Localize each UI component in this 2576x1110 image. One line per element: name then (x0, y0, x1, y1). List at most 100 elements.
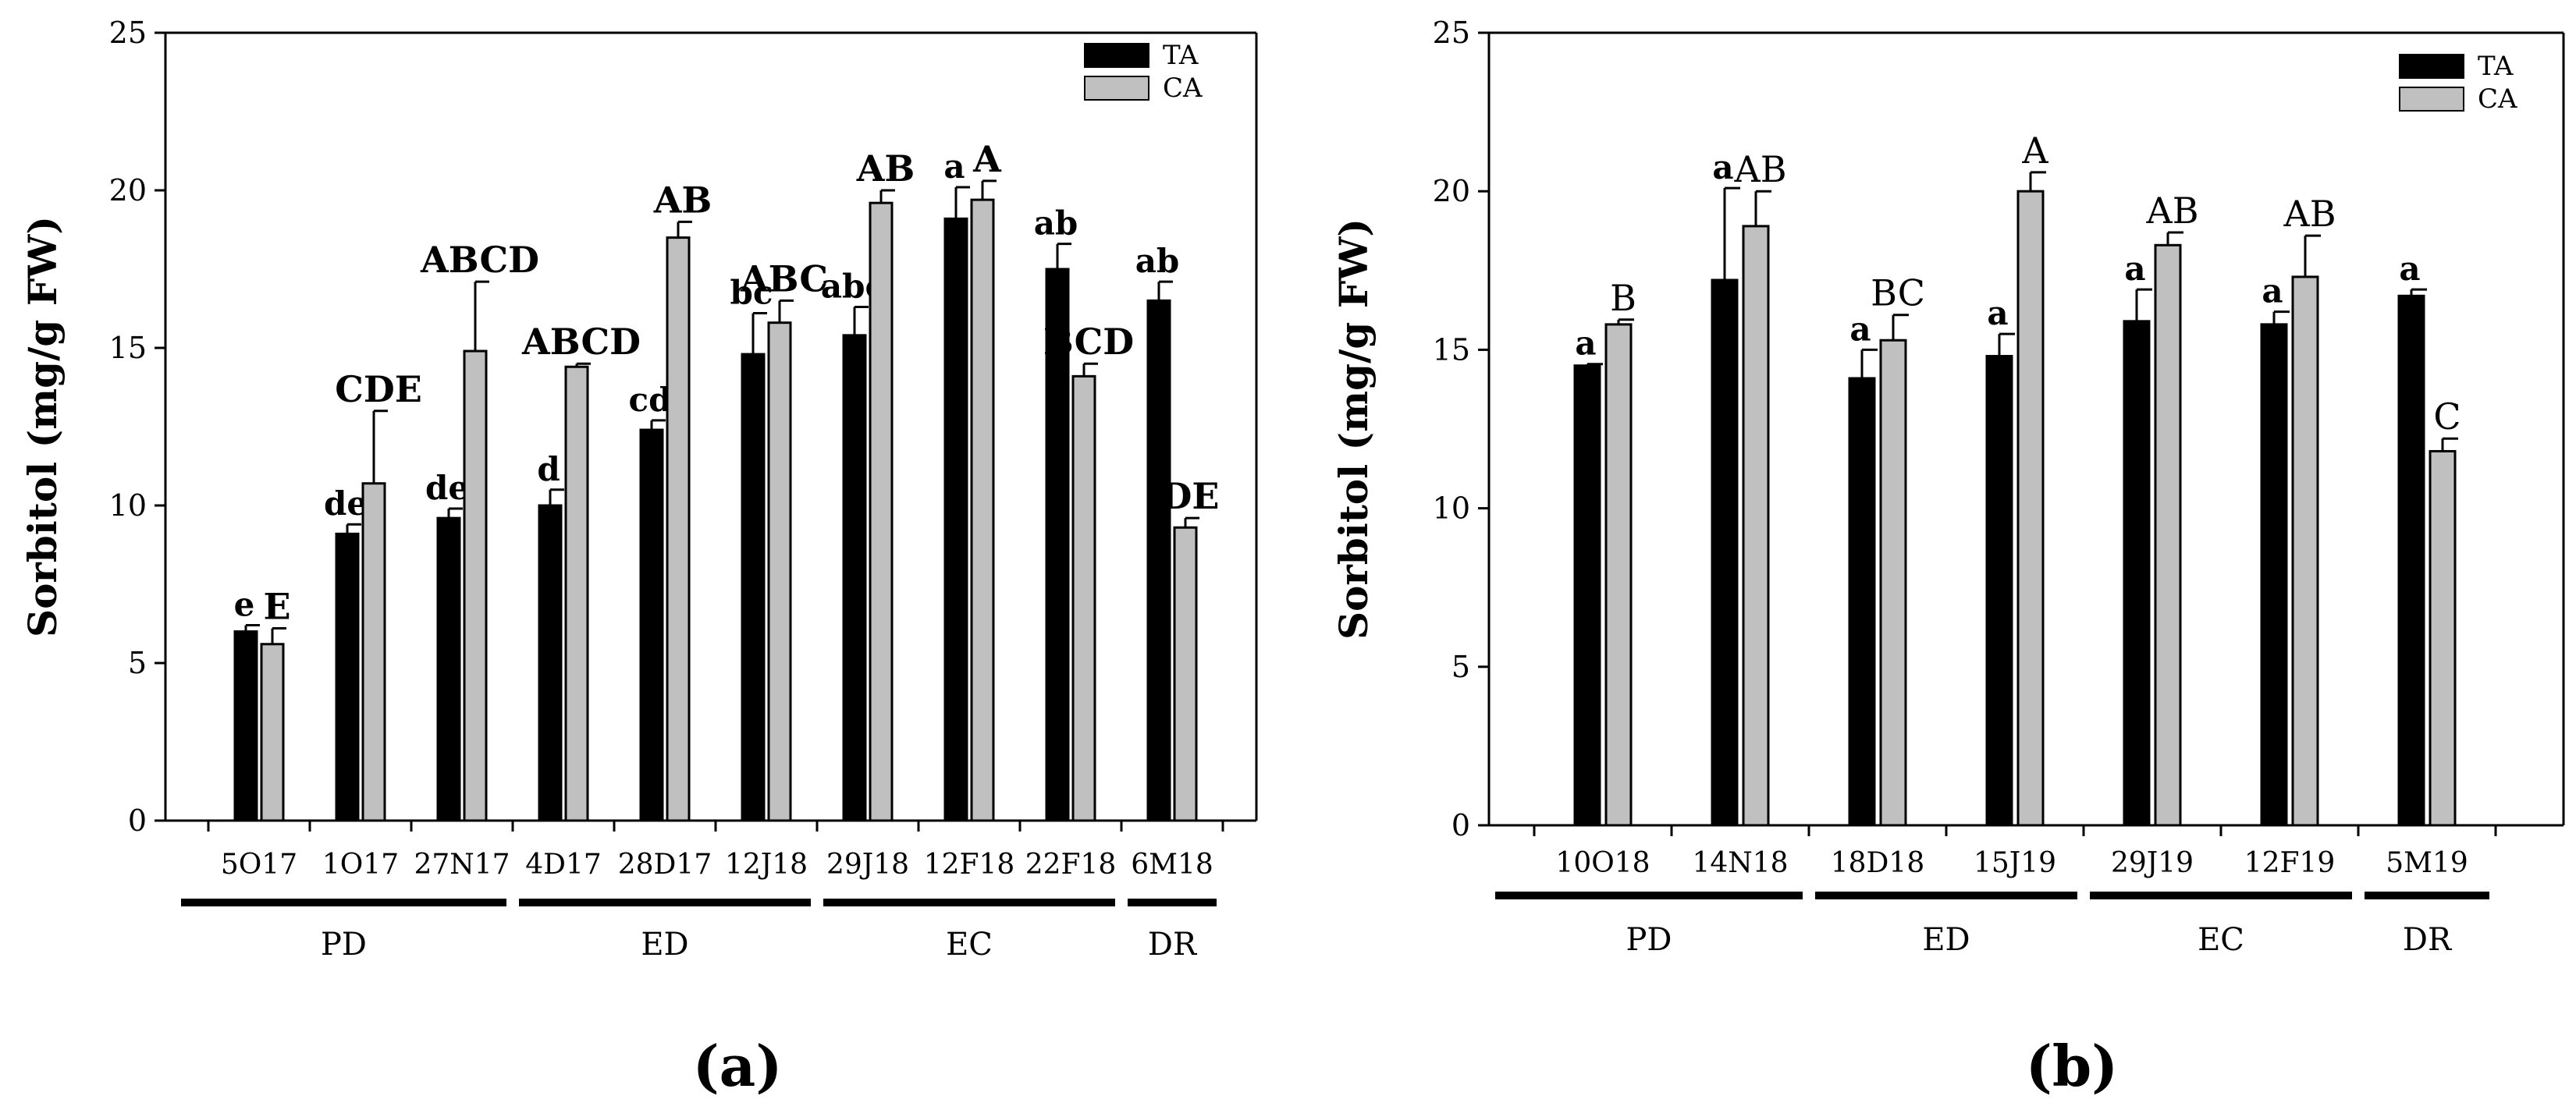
significance-letter-ca-15J19: A (2021, 129, 2048, 172)
significance-letter-ca-5O17: E (263, 586, 290, 628)
bar-ta-29J18 (842, 334, 867, 822)
group-label-DR: DR (1148, 927, 1198, 963)
significance-letter-ta-1O17: de (324, 484, 368, 523)
group-label-EC: EC (2198, 922, 2244, 958)
x-tick-label-22F18: 22F18 (1025, 849, 1117, 881)
x-tick-label-1O17: 1O17 (322, 849, 399, 881)
significance-letter-ca-22F18: BCD (1043, 321, 1134, 363)
y-tick-label: 10 (109, 488, 147, 523)
legend-swatch-ca (2399, 87, 2464, 112)
y-tick-label: 5 (128, 646, 147, 680)
x-tick-label-27N17: 27N17 (414, 849, 510, 881)
legend-label-ca: CA (1163, 73, 1203, 104)
x-tick-label-12F18: 12F18 (924, 849, 1015, 881)
bar-ca-27N17 (463, 349, 488, 822)
x-tick-label-6M18: 6M18 (1131, 849, 1213, 881)
y-axis-title: Sorbitol (mg/g FW) (1331, 218, 1377, 640)
significance-letter-ca-29J19: AB (2145, 190, 2198, 232)
group-label-ED: ED (1922, 922, 1970, 958)
significance-letter-ta-5O17: e (234, 586, 255, 624)
bar-ca-14N18 (1742, 225, 1770, 827)
significance-letter-ta-12F19: a (2262, 272, 2283, 310)
group-label-EC: EC (946, 927, 993, 963)
y-tick-label: 0 (128, 803, 147, 838)
y-tick-label: 5 (1451, 650, 1470, 684)
significance-letter-ta-29J19: a (2124, 250, 2145, 288)
bar-ta-6M18 (1146, 299, 1171, 822)
legend-label-ta: TA (2478, 51, 2514, 82)
y-tick-label: 15 (109, 331, 147, 365)
bar-ca-18D18 (1879, 339, 1907, 827)
significance-letter-ca-1O17: CDE (335, 368, 422, 410)
x-tick-label-15J19: 15J19 (1974, 847, 2056, 879)
x-tick-label-5M19: 5M19 (2386, 847, 2468, 879)
bar-ta-5O17 (233, 630, 258, 822)
significance-letter-ta-15J19: a (1987, 294, 2008, 332)
bar-ca-6M18 (1173, 526, 1198, 822)
significance-letter-ca-18D18: BC (1871, 272, 1925, 314)
significance-letter-ta-12J18: bc (730, 274, 773, 312)
y-tick-label: 20 (109, 173, 147, 207)
panel-label: (b) (2026, 1033, 2118, 1099)
bar-ta-29J19 (2123, 320, 2151, 827)
bar-ta-27N17 (436, 516, 461, 822)
significance-letter-ta-18D18: a (1849, 310, 1871, 348)
bar-ta-12F19 (2260, 323, 2288, 827)
bar-ca-29J19 (2154, 243, 2182, 827)
x-tick-label-28D17: 28D17 (618, 849, 712, 881)
y-tick-label: 20 (1433, 174, 1470, 208)
significance-letter-ca-10O18: B (1610, 277, 1636, 319)
significance-letter-ca-12F19: AB (2283, 193, 2336, 235)
bar-ca-1O17 (361, 482, 386, 822)
bar-ca-12F19 (2291, 275, 2319, 827)
significance-letter-ca-29J18: AB (856, 147, 915, 190)
significance-letter-ta-10O18: a (1575, 324, 1596, 363)
bar-ta-1O17 (335, 532, 360, 822)
x-tick-label-18D18: 18D18 (1831, 847, 1924, 879)
bar-ta-4D17 (538, 504, 563, 822)
x-tick-label-12J18: 12J18 (725, 849, 808, 881)
bar-ca-4D17 (564, 365, 589, 822)
y-tick-label: 15 (1433, 332, 1470, 367)
bar-ca-12F18 (970, 198, 995, 822)
significance-letter-ca-6M18: DE (1161, 475, 1220, 517)
y-tick-label: 10 (1433, 491, 1470, 526)
bar-ta-12F18 (943, 217, 968, 822)
significance-letter-ta-27N17: de (425, 469, 469, 507)
group-label-DR: DR (2403, 922, 2453, 958)
significance-letter-ca-5M19: C (2433, 395, 2461, 438)
significance-letter-ca-4D17: ABCD (521, 321, 641, 363)
bar-ta-14N18 (1711, 278, 1739, 827)
y-tick-label: 0 (1451, 808, 1470, 842)
group-label-PD: PD (1626, 922, 1672, 958)
significance-letter-ta-28D17: cd (629, 381, 672, 419)
x-tick-label-29J19: 29J19 (2111, 847, 2194, 879)
significance-letter-ca-28D17: AB (653, 179, 712, 221)
bar-ca-28D17 (666, 236, 691, 822)
significance-letter-ta-12F18: a (943, 147, 965, 186)
y-axis-title: Sorbitol (mg/g FW) (20, 216, 66, 637)
significance-letter-ta-6M18: ab (1135, 242, 1180, 280)
legend-swatch-ca (1084, 76, 1149, 101)
group-label-ED: ED (641, 927, 688, 963)
bar-ta-15J19 (1985, 355, 2013, 827)
bar-ta-10O18 (1573, 364, 1601, 827)
significance-letter-ca-12F18: A (972, 138, 1002, 180)
bar-ca-22F18 (1071, 374, 1096, 822)
bar-ca-5O17 (260, 643, 285, 822)
legend-label-ca: CA (2478, 83, 2517, 115)
y-tick-label: 25 (109, 16, 147, 50)
legend-swatch-ta (1084, 43, 1149, 68)
bar-ta-22F18 (1045, 268, 1070, 822)
significance-letter-ta-5M19: a (2399, 250, 2420, 288)
significance-letter-ta-4D17: d (537, 450, 560, 488)
x-tick-label-12F19: 12F19 (2244, 847, 2336, 879)
x-tick-label-14N18: 14N18 (1692, 847, 1788, 879)
bar-ta-28D17 (639, 428, 664, 822)
bar-ca-29J18 (869, 201, 894, 822)
bar-ta-12J18 (741, 353, 766, 822)
bar-ca-15J19 (2016, 190, 2045, 827)
bar-ta-5M19 (2397, 294, 2425, 827)
y-tick-label: 25 (1433, 16, 1470, 50)
